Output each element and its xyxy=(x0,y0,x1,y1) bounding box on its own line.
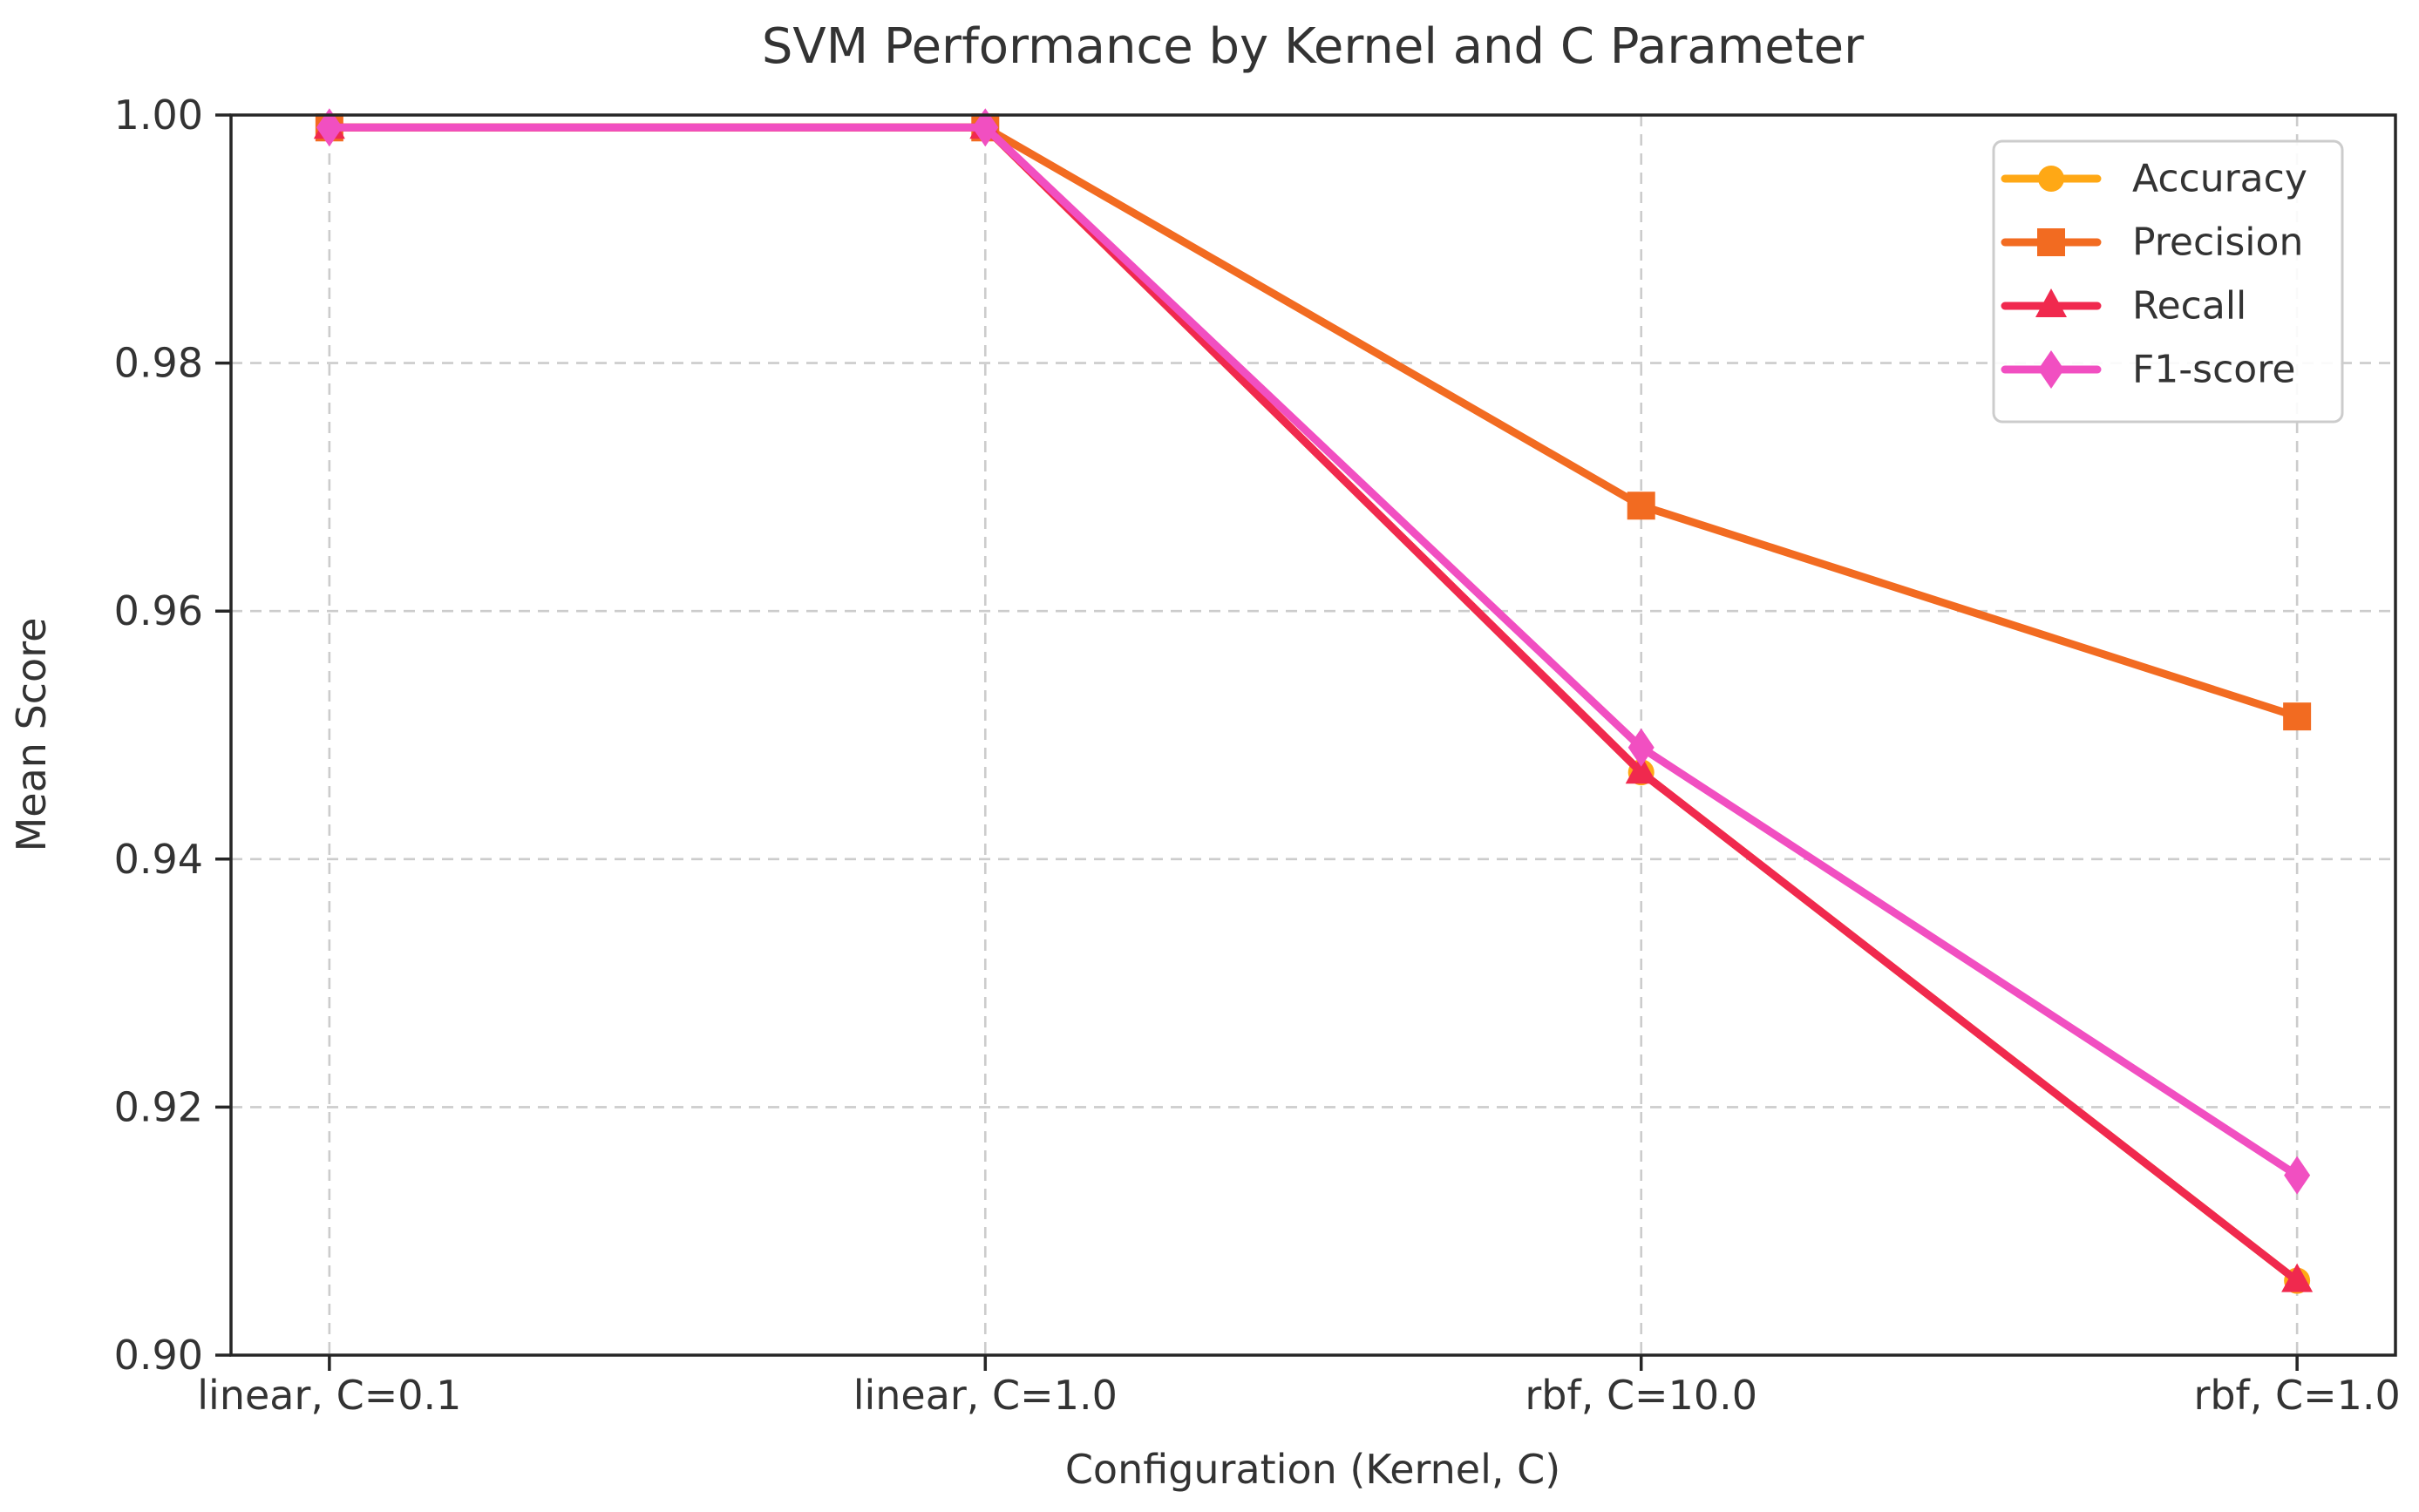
y-axis-label: Mean Score xyxy=(8,618,55,852)
chart-title: SVM Performance by Kernel and C Paramete… xyxy=(762,18,1865,75)
data-point-precision xyxy=(2283,702,2312,731)
legend-box xyxy=(1992,139,2344,424)
x-tick-label: rbf, C=10.0 xyxy=(1525,1372,1757,1419)
data-point-f1-score xyxy=(316,108,343,147)
y-tick-label: 0.96 xyxy=(114,587,203,634)
data-point-recall xyxy=(2281,1263,2314,1292)
x-axis-label: Configuration (Kernel, C) xyxy=(1065,1446,1560,1493)
legend-label-f1-score: F1-score xyxy=(2132,348,2295,392)
x-tick-label: linear, C=0.1 xyxy=(197,1372,461,1419)
legend-layer: Accuracy Precision Recall F1-score xyxy=(1992,139,2344,424)
legend-marker-f1-score xyxy=(2038,350,2064,389)
y-tick-label: 0.94 xyxy=(114,836,203,883)
y-tick-label: 1.00 xyxy=(114,92,203,139)
data-point-f1-score xyxy=(2284,1156,2311,1195)
legend-marker-accuracy xyxy=(2038,166,2064,192)
axes-layer xyxy=(215,113,2397,1371)
series-f1-score xyxy=(316,108,2311,1195)
data-point-f1-score xyxy=(1627,728,1655,767)
axes-frame xyxy=(229,113,2397,1357)
y-tick-label: 0.92 xyxy=(114,1083,203,1130)
legend-item-f1-score: F1-score xyxy=(2001,348,2295,392)
legend-label-recall: Recall xyxy=(2132,284,2246,329)
legend-label-accuracy: Accuracy xyxy=(2132,157,2307,201)
legend-item-precision: Precision xyxy=(2001,220,2303,265)
legend-item-recall: Recall xyxy=(2001,284,2246,329)
data-point-f1-score xyxy=(972,108,999,147)
legend-marker-precision xyxy=(2037,228,2065,256)
legend-label-precision: Precision xyxy=(2132,220,2303,265)
data-point-recall xyxy=(1625,755,1657,784)
y-tick-label: 0.98 xyxy=(114,340,203,387)
series-line-f1-score xyxy=(325,123,2301,1180)
series-layer xyxy=(313,108,2314,1294)
x-tick-label: rbf, C=1.0 xyxy=(2193,1372,2400,1419)
y-tick-label: 0.90 xyxy=(114,1332,203,1379)
legend-marker-recall xyxy=(2035,288,2067,317)
data-point-precision xyxy=(1627,492,1655,520)
legend-item-accuracy: Accuracy xyxy=(2001,157,2307,201)
x-tick-label: linear, C=1.0 xyxy=(853,1372,1118,1419)
